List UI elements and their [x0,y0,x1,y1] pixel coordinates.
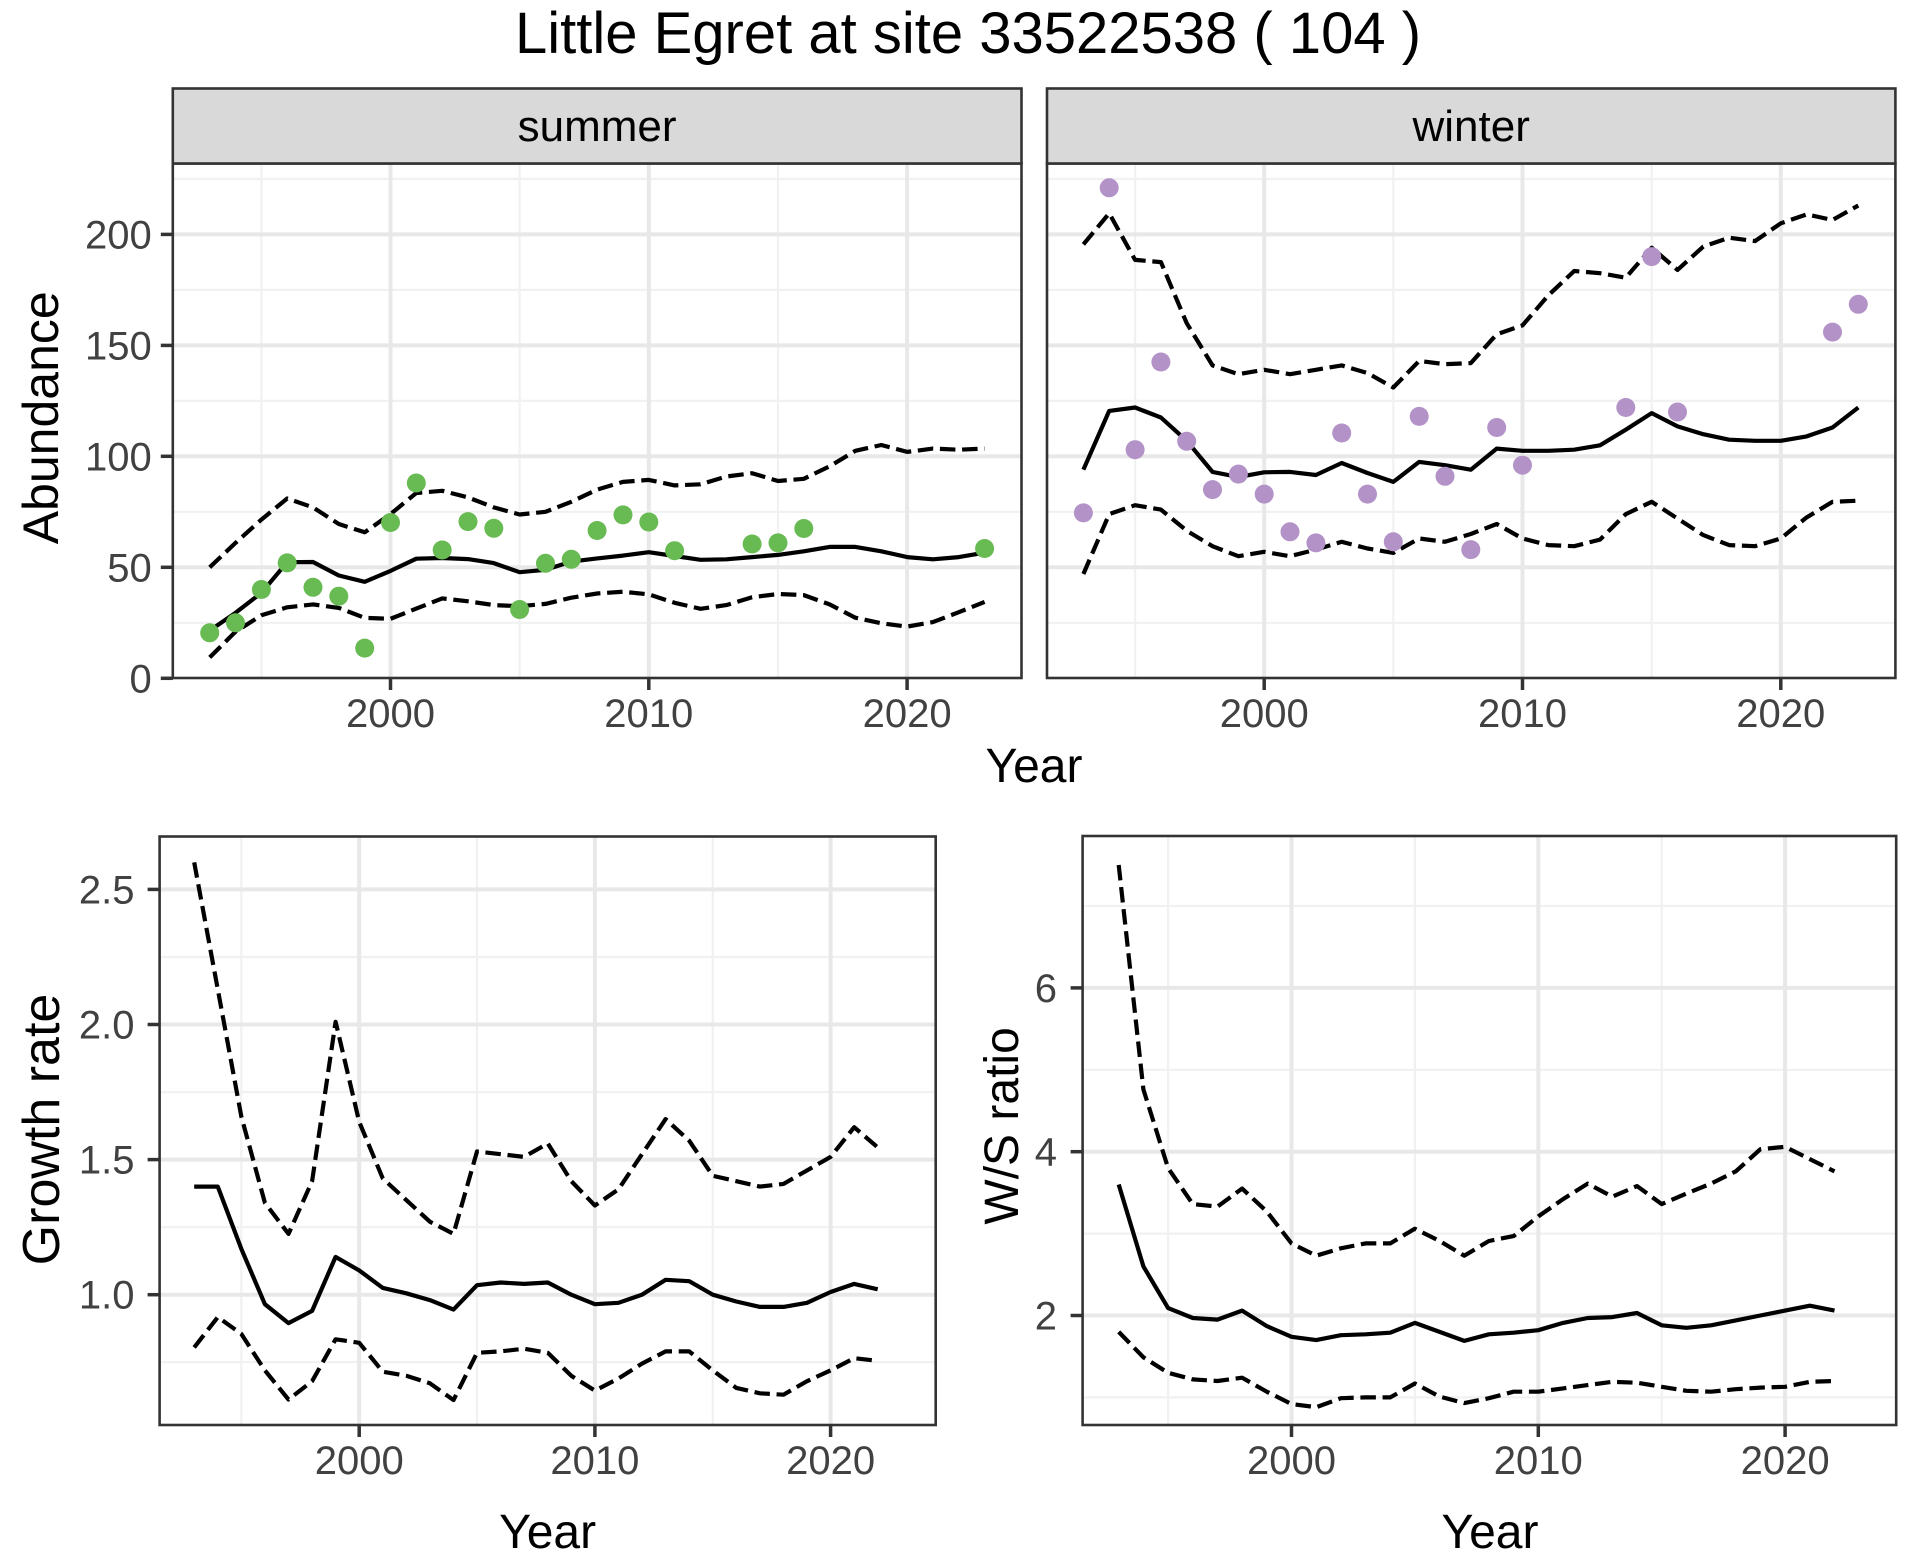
svg-text:6: 6 [1035,967,1057,1011]
svg-text:1.0: 1.0 [79,1274,135,1318]
svg-text:2010: 2010 [550,1439,639,1483]
svg-text:2000: 2000 [1247,1439,1336,1483]
svg-text:2000: 2000 [1220,692,1309,736]
svg-text:150: 150 [85,324,152,368]
svg-text:2.0: 2.0 [79,1004,135,1048]
svg-text:2.5: 2.5 [79,868,135,912]
svg-text:2010: 2010 [604,692,693,736]
svg-text:2020: 2020 [863,692,952,736]
svg-text:50: 50 [107,546,152,590]
svg-text:Abundance: Abundance [13,291,69,544]
svg-text:summer: summer [518,102,677,151]
svg-text:200: 200 [85,213,152,257]
svg-text:Little Egret at site 33522538: Little Egret at site 33522538 ( 104 ) [515,1,1421,66]
svg-text:2010: 2010 [1494,1439,1583,1483]
svg-text:2: 2 [1035,1295,1057,1339]
svg-text:2010: 2010 [1478,692,1567,736]
svg-text:Year: Year [1442,1506,1539,1559]
svg-text:1.5: 1.5 [79,1139,135,1183]
svg-text:winter: winter [1412,102,1530,151]
svg-text:0: 0 [130,657,152,701]
svg-text:W/S ratio: W/S ratio [976,1027,1029,1224]
svg-text:2020: 2020 [1736,692,1825,736]
svg-text:2000: 2000 [346,692,435,736]
svg-text:Year: Year [986,740,1083,793]
svg-text:2020: 2020 [786,1439,875,1483]
svg-text:100: 100 [85,435,152,479]
svg-text:2020: 2020 [1741,1439,1830,1483]
svg-text:4: 4 [1035,1131,1057,1175]
svg-text:Growth rate: Growth rate [13,994,71,1266]
svg-text:Year: Year [499,1506,596,1559]
svg-text:2000: 2000 [315,1439,404,1483]
